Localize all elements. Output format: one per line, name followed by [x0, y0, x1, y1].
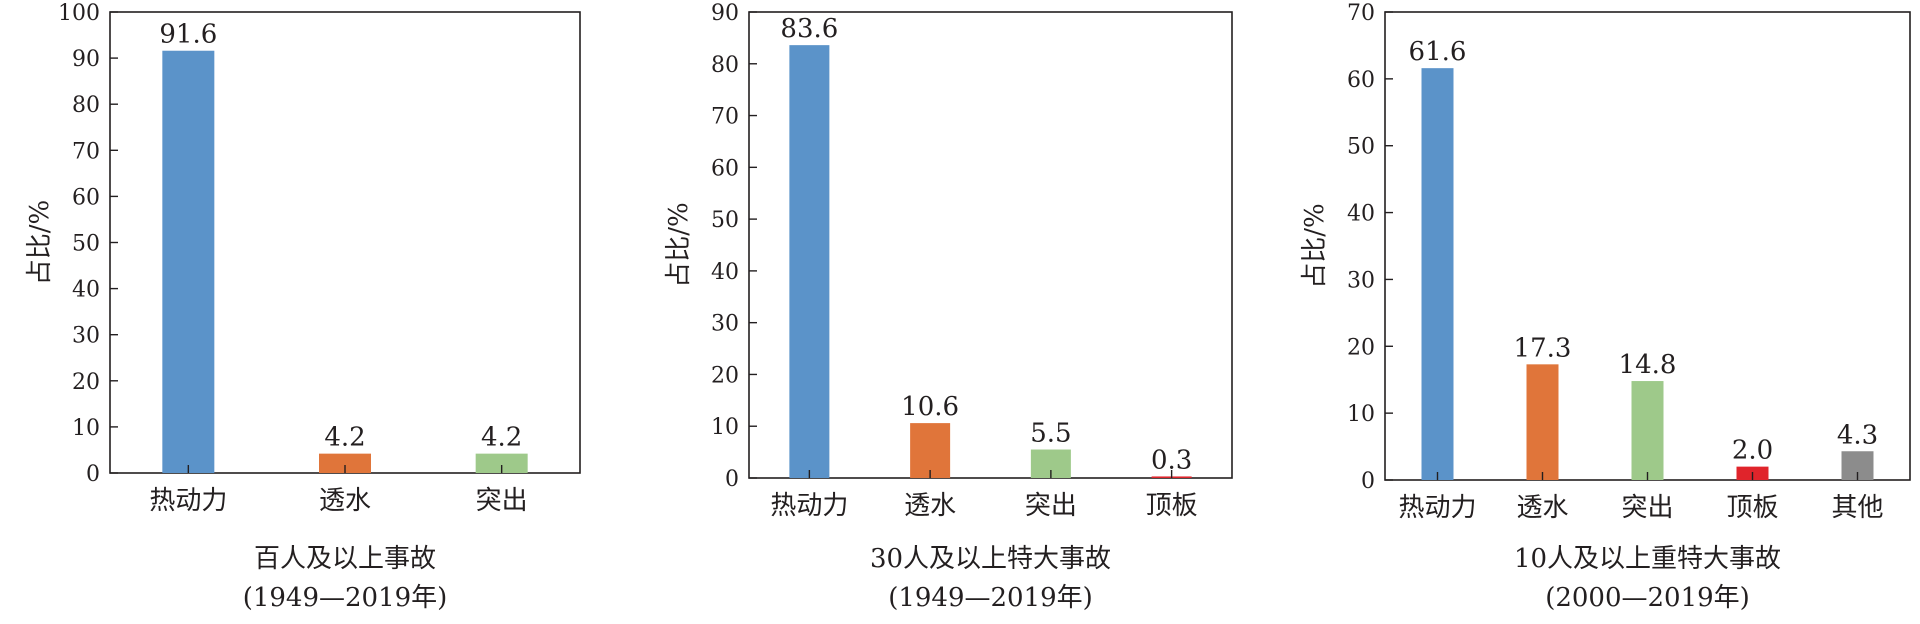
data-label: 10.6 [901, 392, 959, 422]
y-tick-label: 40 [711, 260, 739, 285]
data-label: 5.5 [1030, 419, 1071, 449]
y-axis-title: 占比/% [664, 202, 694, 287]
y-tick-label: 50 [711, 208, 739, 233]
y-tick-label: 50 [72, 232, 100, 257]
data-label: 4.2 [481, 423, 522, 453]
x-tick-label: 顶板 [1726, 493, 1778, 523]
plot-frame [748, 11, 1233, 479]
data-label: 4.3 [1837, 420, 1878, 450]
y-axis-title: 占比/% [25, 200, 55, 285]
y-tick-label: 20 [1347, 335, 1375, 360]
y-tick-label: 40 [72, 278, 100, 303]
x-tick-label: 热动力 [1398, 493, 1476, 523]
chart-caption-period: (1949—2019年) [243, 583, 448, 613]
bar [319, 453, 371, 473]
y-tick-label: 70 [711, 105, 739, 130]
chart-caption-title: 百人及以上事故 [254, 544, 436, 574]
y-tick-label: 30 [711, 312, 739, 337]
data-label: 17.3 [1514, 333, 1572, 363]
x-tick-label: 透水 [1516, 493, 1568, 523]
y-tick-label: 20 [711, 363, 739, 388]
y-tick-label: 10 [1347, 402, 1375, 427]
y-tick-label: 70 [1347, 1, 1375, 26]
y-tick-label: 20 [72, 370, 100, 395]
data-label: 2.0 [1732, 436, 1773, 466]
y-tick-label: 60 [1347, 68, 1375, 93]
chart-panel-1: 0 10 20 30 40 50 60 70 80 90 100 91.6 热动力 4.2 透水 4.2 突出 占… [25, 1, 581, 613]
x-tick-label: 透水 [319, 486, 371, 516]
chart-caption-title: 30人及以上特大事故 [870, 544, 1111, 574]
x-tick-label: 突出 [476, 486, 528, 516]
x-tick-label: 其他 [1831, 493, 1883, 523]
bar [910, 423, 951, 478]
y-tick-label: 80 [72, 93, 100, 118]
y-tick-label: 40 [1347, 202, 1375, 227]
data-label: 83.6 [780, 14, 838, 44]
y-tick-label: 50 [1347, 135, 1375, 160]
x-tick-label: 突出 [1621, 493, 1673, 523]
bar [789, 45, 830, 478]
y-tick-label: 80 [711, 53, 739, 78]
bar [1526, 364, 1559, 480]
y-tick-label: 60 [711, 156, 739, 181]
x-tick-label: 突出 [1025, 491, 1077, 521]
chart-caption-title: 10人及以上重特大事故 [1514, 544, 1781, 574]
y-tick-label: 100 [58, 1, 100, 26]
y-tick-label: 0 [725, 467, 739, 492]
y-tick-label: 0 [86, 462, 100, 487]
y-axis-title: 占比/% [1300, 203, 1330, 288]
data-label: 61.6 [1409, 37, 1467, 67]
y-tick-label: 90 [711, 1, 739, 26]
y-tick-label: 90 [72, 47, 100, 72]
x-tick-label: 热动力 [149, 486, 227, 516]
data-label: 91.6 [159, 20, 217, 50]
chart-panel-3: 0 10 20 30 40 50 60 70 61.6 热动力 17.3 透水 14.8 突出 2.0 顶板 4… [1300, 1, 1911, 613]
y-tick-label: 0 [1361, 469, 1375, 494]
y-tick-label: 70 [72, 139, 100, 164]
data-label: 14.8 [1619, 350, 1677, 380]
chart-caption-period: (1949—2019年) [888, 583, 1093, 613]
x-tick-label: 透水 [904, 491, 956, 521]
data-label: 4.2 [324, 423, 365, 453]
bar [162, 50, 215, 473]
y-tick-label: 30 [1347, 268, 1375, 293]
chart-caption-period: (2000—2019年) [1545, 583, 1750, 613]
x-tick-label: 热动力 [770, 491, 848, 521]
y-tick-label: 10 [72, 416, 100, 441]
bar [1631, 381, 1664, 480]
chart-panel-2: 0 10 20 30 40 50 60 70 80 90 83.6 热动力 10.6 透水 5.5 突出 0.3… [664, 1, 1233, 613]
x-tick-label: 顶板 [1146, 491, 1198, 521]
y-tick-label: 30 [72, 324, 100, 349]
bar [1421, 68, 1454, 480]
data-label: 0.3 [1151, 445, 1192, 475]
bar [475, 453, 528, 473]
y-tick-label: 10 [711, 415, 739, 440]
y-tick-label: 60 [72, 185, 100, 210]
